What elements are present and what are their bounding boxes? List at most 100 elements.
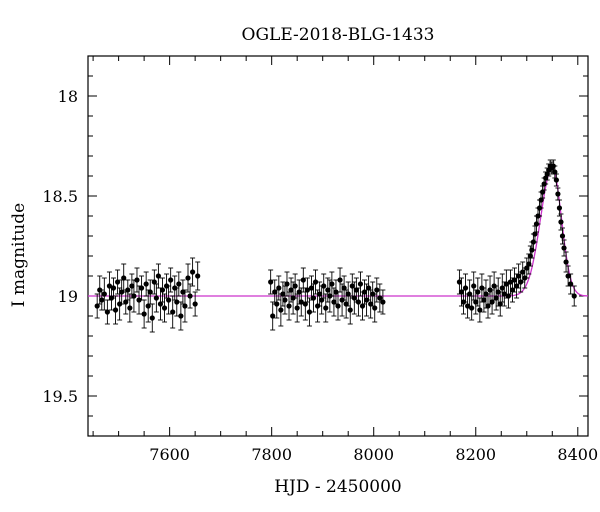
data-point — [187, 283, 193, 309]
point-marker — [278, 307, 284, 313]
point-marker — [187, 293, 193, 299]
data-point — [487, 275, 493, 305]
point-marker — [147, 289, 153, 295]
y-tick-label: 19 — [58, 287, 78, 306]
point-marker — [310, 295, 317, 301]
point-marker — [112, 307, 119, 313]
x-tick-label: 7600 — [149, 445, 190, 464]
data-point — [131, 279, 137, 313]
point-marker — [556, 205, 563, 211]
point-marker — [312, 279, 319, 285]
x-tick-label: 8400 — [557, 445, 598, 464]
data-point — [170, 295, 176, 329]
data-point — [473, 289, 479, 315]
point-marker — [481, 297, 487, 303]
point-marker — [341, 285, 347, 291]
point-marker — [347, 307, 353, 313]
point-marker — [501, 291, 507, 297]
data-point — [296, 279, 302, 305]
point-marker — [380, 299, 386, 305]
point-marker — [377, 295, 383, 301]
tick-labels: 7600 7800 8000 8200 8400 18 18.5 19 19.5 — [42, 87, 598, 464]
point-marker — [161, 305, 168, 311]
point-marker — [561, 245, 567, 251]
data-point — [556, 199, 563, 217]
point-marker — [176, 281, 182, 287]
point-marker — [325, 287, 331, 293]
point-marker — [471, 283, 477, 289]
point-marker — [462, 285, 469, 291]
data-point — [323, 293, 329, 323]
point-marker — [507, 279, 514, 285]
point-marker — [125, 287, 131, 293]
point-marker — [509, 287, 516, 293]
point-marker — [345, 291, 351, 297]
point-marker — [101, 291, 107, 297]
data-point — [374, 277, 380, 303]
data-point — [497, 291, 503, 317]
point-marker — [306, 309, 313, 315]
point-marker — [282, 297, 288, 303]
point-marker — [195, 273, 201, 279]
point-marker — [110, 285, 117, 291]
data-point — [481, 287, 487, 313]
point-marker — [189, 269, 196, 275]
point-marker — [499, 285, 505, 291]
data-point — [121, 263, 127, 293]
point-marker — [329, 281, 335, 287]
point-marker — [138, 285, 145, 291]
data-point — [312, 269, 319, 295]
data-point — [178, 301, 184, 331]
point-marker — [143, 281, 149, 287]
data-point — [471, 271, 477, 301]
point-marker — [337, 277, 343, 283]
point-marker — [516, 273, 522, 279]
data-point — [341, 275, 347, 301]
x-tick-label: 8200 — [455, 445, 496, 464]
point-marker — [493, 295, 499, 301]
data-point — [485, 293, 491, 319]
data-point — [553, 173, 559, 187]
point-marker — [353, 287, 359, 293]
data-point — [101, 277, 107, 311]
data-point — [99, 289, 105, 311]
data-point — [460, 289, 467, 315]
data-points — [94, 159, 577, 333]
data-point — [192, 291, 198, 317]
point-marker — [475, 289, 481, 295]
data-point — [377, 283, 383, 313]
point-marker — [159, 287, 166, 293]
point-marker — [280, 291, 286, 297]
data-point — [268, 269, 274, 295]
point-marker — [511, 277, 518, 283]
point-marker — [559, 233, 566, 239]
y-tick-label: 18 — [58, 87, 78, 106]
data-point — [176, 271, 182, 297]
data-point — [319, 285, 325, 315]
point-marker — [319, 297, 325, 303]
y-tick-label: 18.5 — [42, 187, 78, 206]
data-point — [559, 227, 566, 245]
point-marker — [294, 305, 300, 311]
point-marker — [155, 273, 162, 279]
point-marker — [520, 269, 526, 275]
x-tick-label: 8000 — [353, 445, 394, 464]
point-marker — [174, 299, 180, 305]
data-point — [499, 273, 505, 303]
point-marker — [268, 279, 274, 285]
data-point — [308, 275, 315, 301]
point-marker — [343, 301, 349, 307]
point-marker — [151, 279, 157, 285]
point-marker — [464, 303, 471, 309]
data-point — [143, 271, 149, 297]
data-point — [195, 261, 201, 291]
point-marker — [323, 305, 329, 311]
point-marker — [489, 299, 495, 305]
plot-frame — [87, 55, 589, 437]
data-point — [168, 267, 174, 293]
data-point — [489, 289, 495, 315]
point-marker — [270, 313, 276, 319]
point-marker — [357, 281, 364, 287]
point-marker — [168, 277, 174, 283]
